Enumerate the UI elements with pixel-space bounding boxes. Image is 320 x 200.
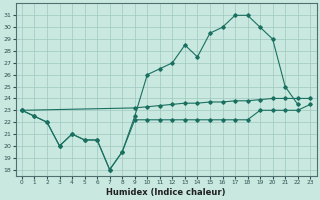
X-axis label: Humidex (Indice chaleur): Humidex (Indice chaleur) xyxy=(106,188,226,197)
